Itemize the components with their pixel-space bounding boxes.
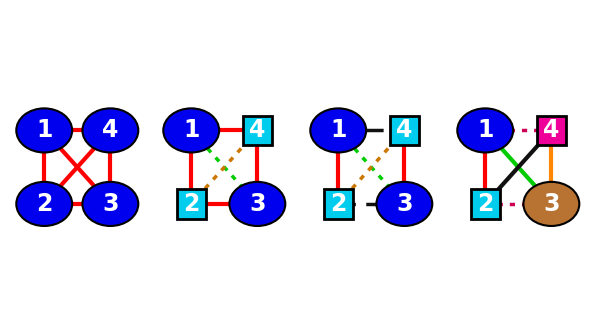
Text: 1: 1: [477, 118, 493, 143]
Ellipse shape: [376, 182, 432, 226]
Text: 1: 1: [183, 118, 199, 143]
FancyBboxPatch shape: [536, 116, 566, 145]
Text: 4: 4: [249, 118, 266, 143]
Ellipse shape: [457, 108, 513, 152]
FancyBboxPatch shape: [389, 116, 419, 145]
Text: 4: 4: [543, 118, 560, 143]
Ellipse shape: [82, 108, 139, 152]
Text: 3: 3: [396, 192, 413, 216]
Ellipse shape: [163, 108, 219, 152]
Text: 2: 2: [330, 192, 346, 216]
Ellipse shape: [82, 182, 139, 226]
Ellipse shape: [310, 108, 366, 152]
Text: 2: 2: [183, 192, 199, 216]
Ellipse shape: [16, 182, 72, 226]
FancyBboxPatch shape: [176, 189, 206, 219]
FancyBboxPatch shape: [242, 116, 272, 145]
Text: 1: 1: [330, 118, 346, 143]
Text: 3: 3: [249, 192, 266, 216]
Ellipse shape: [523, 182, 579, 226]
FancyBboxPatch shape: [470, 189, 500, 219]
Text: 2: 2: [36, 192, 52, 216]
Text: 3: 3: [543, 192, 560, 216]
Text: 1: 1: [36, 118, 52, 143]
FancyBboxPatch shape: [323, 189, 353, 219]
Text: 4: 4: [102, 118, 119, 143]
Ellipse shape: [16, 108, 72, 152]
Text: 4: 4: [396, 118, 413, 143]
Text: 2: 2: [477, 192, 493, 216]
Ellipse shape: [229, 182, 286, 226]
Text: 3: 3: [102, 192, 119, 216]
